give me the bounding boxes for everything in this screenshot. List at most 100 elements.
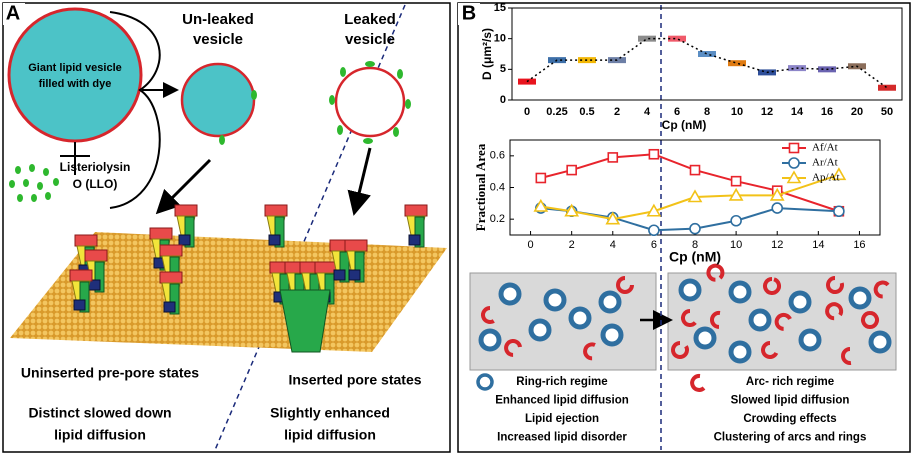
bracket (109, 11, 161, 209)
ring (598, 290, 622, 314)
arc (504, 339, 522, 357)
arc (681, 309, 697, 327)
protein-base (73, 299, 86, 311)
y-axis-label: D (μm²/s) (480, 28, 494, 80)
heading: vesicle (345, 31, 395, 48)
plot-frame (509, 139, 881, 236)
x-tick-label: 10 (731, 106, 743, 118)
x-tick-label: 12 (771, 239, 783, 251)
arc (481, 306, 495, 324)
x-tick-label: 4 (610, 239, 616, 251)
regime-text: Enhanced lipid diffusion (495, 395, 629, 407)
llo-label: Listeriolysin (60, 160, 131, 174)
protein-tm (94, 261, 105, 293)
llo-label: O (LLO) (73, 177, 118, 191)
x-tick-label: 0 (527, 239, 533, 251)
protein-cap (149, 227, 173, 240)
arc (710, 310, 721, 329)
marker (833, 205, 845, 218)
protein-tm (339, 251, 350, 283)
mean-marker (698, 51, 716, 57)
y-axis-label: Fractional Area (473, 143, 488, 231)
llo (251, 90, 257, 100)
effect-label: lipid diffusion (284, 427, 376, 443)
state-label: Inserted pore states (288, 372, 421, 388)
panel-frame (2, 2, 451, 453)
marker (689, 164, 701, 176)
protein-cap (264, 204, 288, 217)
x-tick-label: 10 (730, 239, 742, 251)
regime-text: Crowding effects (743, 413, 836, 425)
ring (693, 326, 717, 350)
effect-label: lipid diffusion (54, 427, 146, 443)
ring (868, 330, 892, 354)
ring-icon (476, 373, 494, 391)
mean-marker (668, 35, 686, 42)
protein-cap (404, 204, 428, 217)
marker (564, 203, 580, 217)
protein-cap (159, 271, 183, 284)
y-tick-label: 0.4 (490, 181, 505, 193)
marker (687, 189, 703, 203)
leaked-vesicle (334, 66, 406, 138)
panel-label: B (462, 2, 476, 24)
mean-marker (878, 84, 896, 91)
arc (774, 312, 792, 331)
state-label: Uninserted pre-pore states (21, 365, 199, 381)
legend-marker (788, 142, 800, 154)
x-tick-label: 8 (704, 106, 710, 118)
protein-tm (79, 281, 90, 313)
particles (478, 263, 892, 365)
arc (761, 341, 779, 359)
x-tick-label: 50 (881, 106, 893, 118)
protein-base (408, 234, 421, 246)
ring (600, 323, 624, 347)
arc (616, 276, 634, 294)
marker (689, 222, 701, 235)
protein-base (333, 269, 346, 281)
ring (728, 340, 752, 364)
regime-text: Increased lipid disorder (497, 432, 627, 444)
ring (478, 328, 502, 352)
protein-base (348, 269, 361, 281)
x-tick-label: 6 (651, 239, 657, 251)
protein-cap (84, 249, 108, 262)
regime-text: Ring-rich regime (516, 376, 607, 388)
x-tick-label: 8 (692, 239, 698, 251)
regime-text: Lipid ejection (525, 413, 599, 425)
regime-text: Arc- rich regime (746, 376, 834, 388)
protein-tm (324, 273, 335, 305)
panel-frame (457, 2, 911, 453)
x-tick-label: 12 (761, 106, 773, 118)
arc (861, 311, 879, 329)
x-tick-label: 2 (614, 106, 620, 118)
ring (728, 280, 752, 304)
arc (583, 342, 596, 361)
protein-tm (184, 216, 195, 248)
regime-text: Slowed lipid diffusion (731, 395, 850, 407)
y-tick-label: 0.6 (490, 150, 505, 162)
marker (533, 198, 549, 212)
marker (535, 172, 547, 184)
marker (728, 187, 744, 201)
arc (826, 276, 844, 294)
regime-box (469, 272, 657, 371)
heading: vesicle (193, 31, 243, 48)
llo-ring (329, 61, 411, 144)
ring (498, 282, 522, 306)
y-tick-label: 0.2 (490, 213, 505, 225)
arc (763, 277, 781, 295)
arc (825, 302, 844, 321)
x-tick-label: 2 (569, 239, 575, 251)
x-tick-label: 16 (853, 239, 865, 251)
arc (873, 280, 890, 299)
heading: Leaked (344, 11, 396, 28)
effect-label: Slightly enhanced (270, 405, 390, 421)
x-tick-label: 20 (851, 106, 863, 118)
label-box (3, 3, 25, 25)
x-axis-label: Cp (nM) (669, 249, 721, 265)
ring (848, 286, 872, 310)
mean-line (526, 37, 888, 89)
marker (730, 175, 742, 187)
protein-cap (344, 239, 368, 252)
